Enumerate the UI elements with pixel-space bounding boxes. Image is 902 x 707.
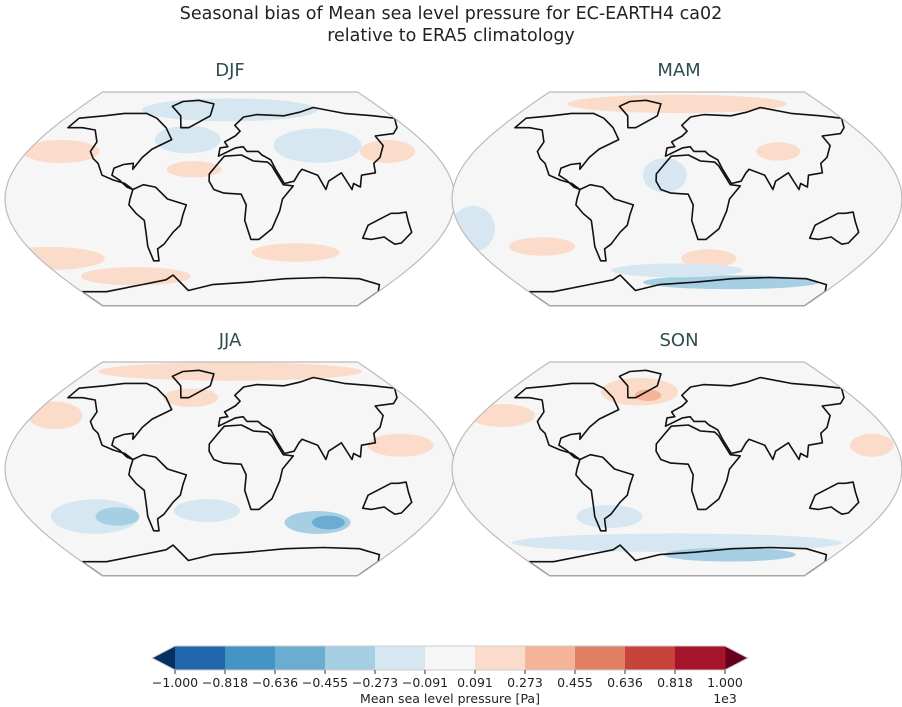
bias-contour [367,433,434,457]
bias-contour [22,139,100,163]
colorbar-tick-label: 0.818 [657,675,693,690]
bias-contour [681,249,737,268]
colorbar-tick-label: 0.455 [557,675,593,690]
bias-contour [98,362,362,381]
map-panel-son [451,361,902,577]
panel-title-mam: MAM [657,60,701,81]
colorbar-segment [325,646,376,670]
bias-contour [166,161,222,178]
bias-contour [576,505,643,529]
coastline [217,106,398,191]
coastline [217,376,398,461]
colorbar-segment [575,646,626,670]
coastline [575,453,635,532]
coastline [808,481,860,515]
bias-contour [756,142,801,161]
colorbar-tick-label: −0.636 [252,675,298,690]
colorbar-segment [425,646,476,670]
bias-field [27,362,434,534]
bias-contour [642,275,819,290]
coastline [655,154,742,241]
map-border [451,361,902,577]
coastline [664,106,845,191]
colorbar-tick-label: −1.000 [152,675,198,690]
bias-contour [173,499,240,523]
colorbar-tick-label: −0.818 [202,675,248,690]
bias-contour [512,533,842,552]
bias-field [452,94,819,290]
panel-title-djf: DJF [215,60,245,81]
colorbar-extend-low [152,646,175,670]
bias-contour [154,125,221,154]
coastline [514,112,620,191]
coastline [67,112,173,191]
coastline [808,211,860,245]
coastline [128,183,188,262]
map-panel-djf [4,91,456,307]
colorbar-segment [225,646,276,670]
colorbar-tick-label: −0.091 [402,675,448,690]
colorbar-segment [175,646,226,670]
colorbar-tick-label: 0.091 [457,675,493,690]
bias-contour [163,388,219,407]
map-panel-mam [451,91,902,307]
figure-title-line2: relative to ERA5 climatology [327,26,575,46]
bias-contour [311,515,345,530]
bias-contour [508,237,575,256]
bias-contour [273,128,362,163]
map-panel-jja [4,361,456,577]
coastline [171,369,215,399]
map-border [4,361,456,577]
coastline [128,453,188,532]
coastline [361,211,413,245]
coastline [664,376,845,461]
bias-contour [95,507,140,526]
bias-contour [5,246,105,270]
coastline [361,481,413,515]
bias-contour [642,157,687,193]
coastline [171,99,215,129]
coastline [655,424,742,511]
colorbar-tick-label: 0.636 [607,675,643,690]
colorbar-segment [525,646,576,670]
colorbar-segment [375,646,426,670]
bias-contour [142,98,318,122]
coastline [514,382,620,461]
coastline [208,424,295,511]
colorbar-segment [625,646,676,670]
map-border [451,91,902,307]
bias-contour [849,433,894,457]
coastline [575,183,635,262]
bias-contour [251,243,340,262]
colorbar-extend-high [725,646,748,670]
coastline [67,382,173,461]
colorbar-label: Mean sea level pressure [Pa] [360,691,540,706]
coastline [208,154,295,241]
colorbar-segment [675,646,726,670]
bias-contour [611,263,743,278]
panel-title-jja: JJA [218,330,242,351]
colorbar-segment [475,646,526,670]
colorbar-segment [275,646,326,670]
coastline [618,369,662,399]
bias-contour [468,404,535,427]
map-border [4,91,456,307]
colorbar-tick-label: −0.273 [352,675,398,690]
bias-contour [634,389,662,402]
bias-contour [27,401,83,430]
map-background [452,362,902,576]
bias-contour [360,139,416,163]
bias-contour [663,547,796,562]
colorbar-tick-label: −0.455 [302,675,348,690]
colorbar-multiplier: 1e3 [713,691,737,706]
panel-title-son: SON [659,330,699,351]
colorbar-tick-label: 1.000 [707,675,743,690]
colorbar-tick-label: 0.273 [507,675,543,690]
figure-title-line1: Seasonal bias of Mean sea level pressure… [179,4,723,24]
coastline [618,99,662,129]
colorbar: −1.000 −0.818 −0.636 −0.455 −0.273 −0.091 0.09… [150,645,750,706]
